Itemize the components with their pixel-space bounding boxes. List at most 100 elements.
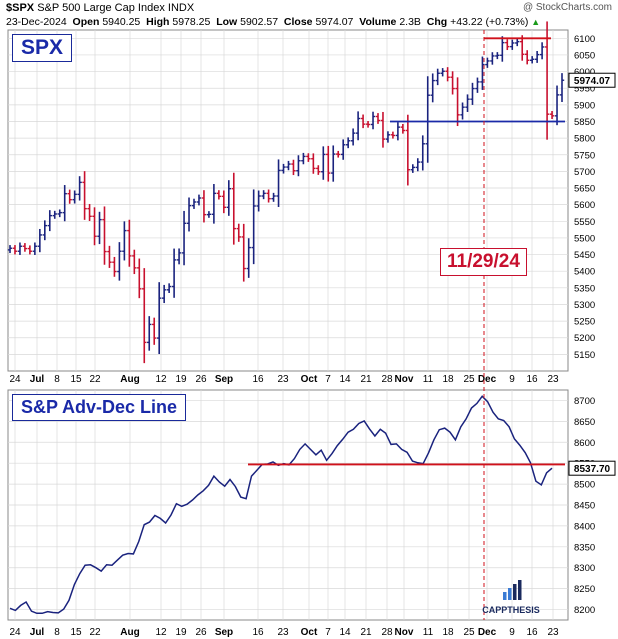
spx-y-tick-label: 5300 (574, 300, 595, 311)
ohlc-bar (350, 128, 356, 146)
ohlc-bar (440, 68, 445, 77)
ohlc-bar (559, 73, 565, 102)
adline-x-tick-label: 25 (463, 627, 475, 638)
ohlc-bar (7, 245, 13, 254)
ohlc-bar (445, 67, 450, 82)
ohlc-bar (191, 198, 197, 209)
ohlc-bar (544, 21, 550, 140)
spx-x-tick-label: 24 (9, 374, 21, 385)
ohlc-bar (475, 77, 480, 93)
adline-x-tick-label: 21 (360, 627, 372, 638)
ohlc-bar (425, 76, 430, 163)
spx-x-tick-label: 16 (252, 374, 264, 385)
ohlc-bar (485, 57, 490, 68)
ohlc-bar (375, 113, 381, 124)
ohlc-bar (211, 184, 217, 224)
spx-y-tick-label: 5400 (574, 267, 595, 278)
open-value: 5940.25 (102, 16, 141, 28)
ohlc-bar (196, 194, 202, 206)
adline-y-tick-label: 8300 (574, 563, 595, 574)
spx-y-tick-label: 5800 (574, 134, 595, 145)
spx-panel-frame (7, 29, 569, 372)
adline-x-tick-label: 16 (252, 627, 264, 638)
ohlc-bar (460, 102, 465, 120)
ohlc-bar (166, 283, 172, 293)
ohlc-bar (385, 131, 391, 143)
ohlc-bar (117, 242, 122, 281)
spx-y-tick-label: 6100 (574, 34, 595, 45)
ohlc-bar (395, 122, 401, 141)
ohlc-bar (276, 159, 281, 207)
adline-y-tick-label: 8250 (574, 584, 595, 595)
ohlc-bar (256, 190, 261, 212)
ohlc-bar (326, 145, 331, 182)
spx-last-value: 5974.07 (568, 72, 616, 88)
ohlc-bar (226, 180, 232, 216)
adline-last-value-text: 8537.70 (574, 464, 611, 475)
ohlc-bar (102, 206, 107, 265)
ohlc-bar (261, 190, 266, 200)
logo-bar-icon (518, 580, 522, 600)
ohlc-bar (410, 164, 416, 173)
chg-up-icon: ▲ (531, 17, 541, 27)
ohlc-bar (236, 223, 241, 242)
ohlc-bar (455, 77, 460, 127)
spx-y-tick-label: 5250 (574, 317, 595, 328)
ohlc-bar (176, 248, 182, 265)
spx-x-tick-label: 18 (442, 374, 454, 385)
adline-y-tick-label: 8400 (574, 521, 595, 532)
ohlc-bar (147, 316, 152, 351)
ohlc-bar (186, 197, 192, 232)
description-label: S&P 500 Large Cap Index (37, 2, 165, 14)
high-value: 5978.25 (172, 16, 211, 28)
ohlc-bar (42, 220, 48, 241)
spx-x-tick-label: Jul (30, 374, 45, 385)
date-marker-label: 11/29/24 (440, 248, 527, 276)
spx-x-tick-label: 12 (155, 374, 167, 385)
ohlc-bar (470, 82, 475, 105)
ohlc-bar (534, 50, 540, 63)
spx-y-tick-label: 6000 (574, 67, 595, 78)
adline-last-value: 8537.70 (568, 460, 616, 476)
ohlc-bar (520, 35, 525, 61)
ohlc-bar (107, 245, 112, 268)
adline-x-tick-label: 16 (526, 627, 538, 638)
ohlc-bar (52, 210, 57, 219)
ohlc-bar (156, 282, 162, 355)
spx-x-tick-label: 25 (463, 374, 475, 385)
ohlc-bar (216, 190, 222, 200)
ohlc-bar (380, 111, 386, 148)
spx-x-tick-label: 11 (423, 374, 434, 385)
date-value: 23-Dec-2024 (6, 16, 67, 28)
ohlc-bar (47, 210, 52, 232)
spx-y-tick-label: 6050 (574, 50, 595, 61)
adline-y-tick-label: 8350 (574, 542, 595, 553)
ohlc-bar (112, 256, 117, 277)
spx-y-tick-label: 5550 (574, 217, 595, 228)
ohlc-bar (321, 146, 326, 180)
logo-bar-icon (503, 592, 507, 600)
spx-x-tick-label: 14 (339, 374, 351, 385)
ohlc-bar (231, 172, 236, 245)
low-label: Low (216, 16, 238, 28)
symbol-label: $SPX (6, 2, 35, 14)
adline-x-tick-label: 12 (155, 627, 167, 638)
spx-x-tick-label: 21 (360, 374, 372, 385)
spx-y-tick-label: 5650 (574, 184, 595, 195)
adline-x-tick-label: 18 (442, 627, 454, 638)
chg-label: Chg (426, 16, 448, 28)
ohlc-bar (82, 171, 87, 220)
spx-y-tick-label: 5200 (574, 333, 595, 344)
ohlc-bar (171, 248, 177, 298)
ohlc-bar (122, 221, 127, 261)
ohlc-bar (57, 209, 62, 218)
ohlc-bar (510, 39, 515, 50)
ohlc-bar (241, 223, 246, 282)
spx-last-value-text: 5974.07 (574, 76, 611, 87)
adline-x-tick-label: 15 (70, 627, 82, 638)
adline-y-tick-label: 8650 (574, 417, 595, 428)
adline-x-tick-label: 11 (423, 627, 434, 638)
adline-y-tick-label: 8600 (574, 438, 595, 449)
ohlc-bar (67, 189, 72, 204)
